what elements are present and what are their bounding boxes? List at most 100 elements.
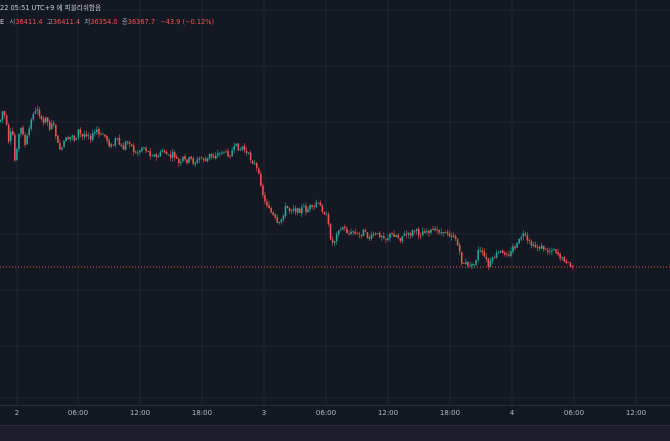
candle-body <box>528 240 531 241</box>
candle-body <box>71 135 74 137</box>
candle-body <box>444 231 447 233</box>
candle-body <box>192 158 194 164</box>
candle-body <box>210 153 213 157</box>
candle-body <box>143 147 145 149</box>
candle-body <box>157 156 160 158</box>
candle-body <box>571 266 574 267</box>
candle-body <box>247 152 250 154</box>
candle-body <box>235 143 238 146</box>
candle-body <box>479 250 481 251</box>
price-chart[interactable] <box>0 0 670 405</box>
candle-body <box>327 214 330 224</box>
candle-body <box>413 230 416 232</box>
candle-body <box>473 264 475 266</box>
candles <box>0 105 574 270</box>
candle-body <box>233 145 235 150</box>
candle-body <box>426 231 428 233</box>
candle-body <box>229 155 231 157</box>
candle-body <box>122 145 125 150</box>
candle-body <box>460 252 463 264</box>
candle-body <box>557 252 559 255</box>
candle-body <box>241 146 244 150</box>
candle-body <box>545 248 547 250</box>
candle-body <box>493 257 496 259</box>
candle-body <box>428 230 430 234</box>
candle-body <box>18 134 20 150</box>
candle-body <box>3 111 6 116</box>
candle-body <box>424 231 426 233</box>
candle-body <box>542 245 545 250</box>
candle-body <box>389 233 391 239</box>
candle-body <box>290 210 293 212</box>
candle-body <box>329 223 332 240</box>
candle-body <box>512 246 514 252</box>
candle-body <box>442 232 445 233</box>
candle-body <box>42 118 45 123</box>
candle-body <box>553 249 555 251</box>
candle-body <box>36 109 39 111</box>
candle-body <box>38 109 41 116</box>
candle-body <box>262 185 264 196</box>
candle-body <box>522 233 525 237</box>
candle-body <box>208 153 211 159</box>
candle-body <box>499 251 502 253</box>
candle-body <box>135 151 137 153</box>
time-axis[interactable]: 2 06:00 12:00 18:00 3 06:00 12:00 18:00 4 06:00 12… <box>0 405 670 426</box>
candle-body <box>526 235 529 241</box>
candle-body <box>514 246 516 249</box>
candle-body <box>337 230 340 235</box>
candle-body <box>321 205 324 212</box>
candle-body <box>253 163 256 165</box>
candle-body <box>378 232 381 238</box>
candle-body <box>102 133 104 135</box>
candle-body <box>288 208 291 211</box>
candle-body <box>383 236 385 239</box>
candle-body <box>463 263 465 264</box>
high-label: 고 <box>46 18 53 26</box>
candle-body <box>354 231 356 234</box>
high-value: 36411.4 <box>52 18 81 26</box>
candle-body <box>536 247 539 248</box>
candle-body <box>217 153 219 156</box>
candle-body <box>171 151 174 158</box>
candle-body <box>362 229 365 236</box>
candle-body <box>26 135 28 145</box>
candle-body <box>83 134 86 137</box>
candle-body <box>141 147 143 152</box>
candle-body <box>323 212 326 215</box>
candle-body <box>87 135 90 137</box>
candle-body <box>333 241 336 243</box>
symbol-suffix: E <box>0 18 5 26</box>
candle-body <box>22 127 24 135</box>
candle-body <box>243 145 246 151</box>
candle-body <box>182 156 184 162</box>
candle-body <box>547 250 549 252</box>
candle-body <box>434 228 436 231</box>
chart-area[interactable] <box>0 0 670 405</box>
candle-body <box>532 244 535 246</box>
candle-body <box>465 262 467 265</box>
candle-body <box>436 229 438 231</box>
candle-body <box>65 137 67 142</box>
candle-body <box>190 156 192 159</box>
candle-body <box>471 264 473 266</box>
candle-body <box>438 230 440 233</box>
candle-body <box>417 229 420 236</box>
candle-body <box>325 214 328 216</box>
candle-body <box>454 236 457 239</box>
candle-body <box>397 235 399 238</box>
candle-body <box>495 252 498 258</box>
candle-body <box>358 233 361 235</box>
candle-body <box>563 257 566 262</box>
open-label: 시 <box>9 18 16 26</box>
candle-body <box>30 119 33 129</box>
candle-body <box>206 157 209 161</box>
candle-body <box>57 135 59 143</box>
candle-body <box>12 131 14 135</box>
open-value: 36411.4 <box>15 18 43 26</box>
candle-body <box>59 143 61 150</box>
candle-body <box>477 249 479 261</box>
time-tick-label: 06:00 <box>315 409 337 417</box>
candle-body <box>391 233 393 235</box>
candle-body <box>169 154 172 158</box>
